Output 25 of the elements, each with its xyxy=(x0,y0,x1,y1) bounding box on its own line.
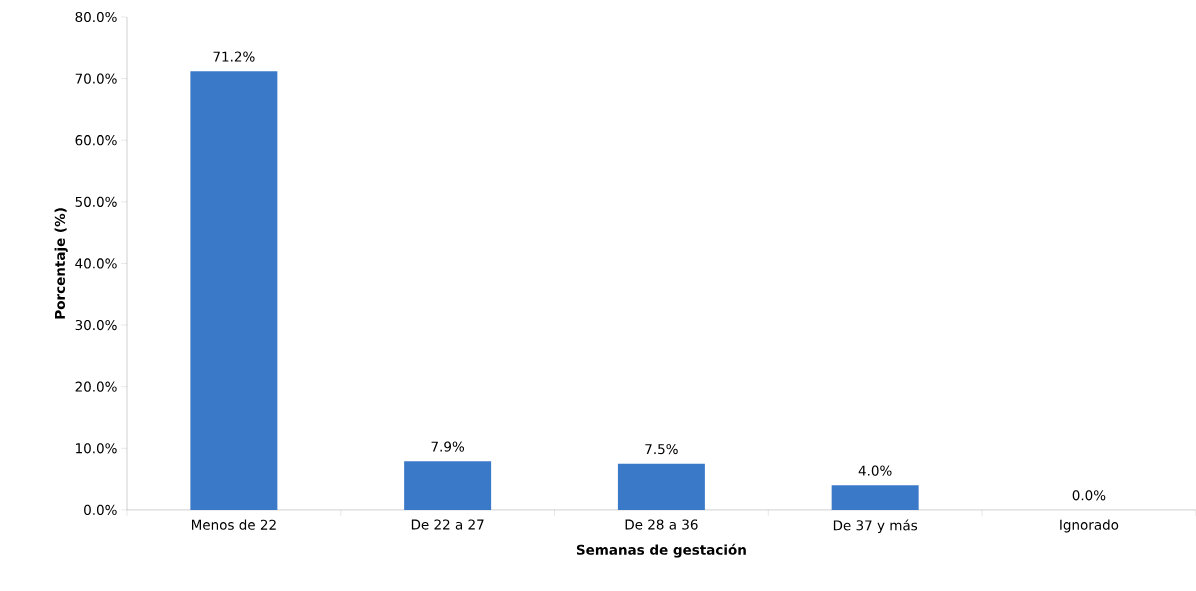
x-axis-title: Semanas de gestación xyxy=(576,543,746,558)
bar xyxy=(831,485,919,510)
bar xyxy=(617,463,705,510)
x-tick-label: Ignorado xyxy=(1060,519,1119,533)
y-tick-label: 30.0% xyxy=(75,320,117,331)
x-tick-label: De 37 y más xyxy=(833,519,918,534)
x-tick-label: Menos de 22 xyxy=(191,519,276,530)
x-tick-label: De 22 a 27 xyxy=(411,519,484,530)
data-label: 7.9% xyxy=(431,441,465,452)
y-tick-label: 0.0% xyxy=(84,504,117,516)
y-tick-label: 70.0% xyxy=(75,73,117,84)
y-tick-label: 50.0% xyxy=(75,196,117,207)
bar xyxy=(404,461,492,510)
y-tick-label: 40.0% xyxy=(75,258,117,269)
y-tick-label: 60.0% xyxy=(75,135,117,146)
y-tick-label: 80.0% xyxy=(75,11,117,23)
x-tick-label: De 28 a 36 xyxy=(625,519,698,530)
data-label: 7.5% xyxy=(645,444,678,455)
y-tick-label: 10.0% xyxy=(76,443,117,454)
y-tick-label: 20.0% xyxy=(75,381,117,392)
data-label: 4.0% xyxy=(858,465,892,476)
data-label: 0.0% xyxy=(1072,490,1106,501)
y-axis-title: Porcentaje (%) xyxy=(54,208,68,319)
data-label: 71.2% xyxy=(213,51,255,62)
bar xyxy=(190,71,278,510)
